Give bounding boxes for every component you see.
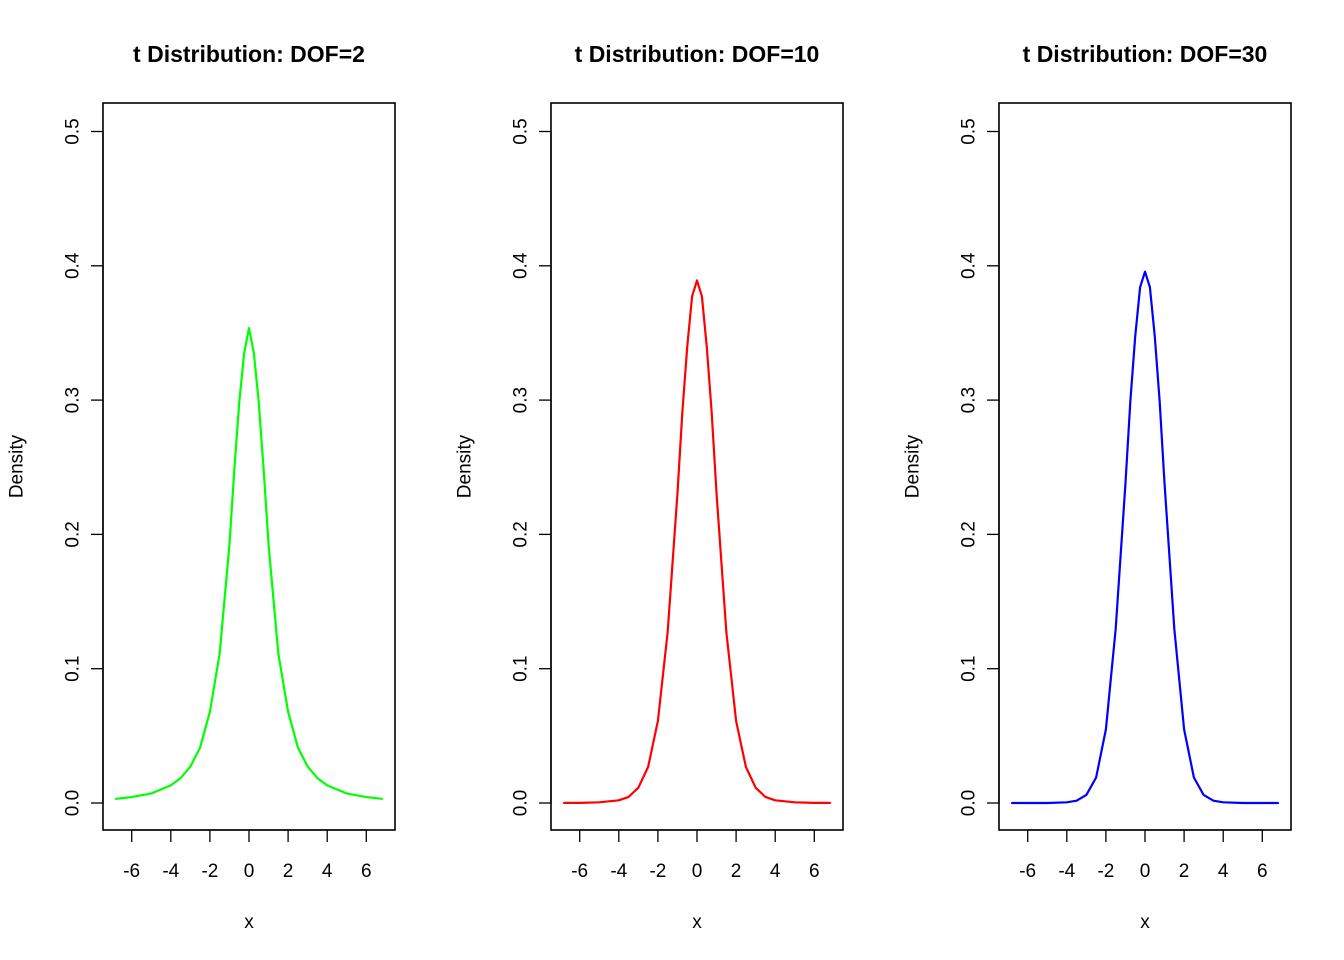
chart-title: t Distribution: DOF=10 bbox=[575, 41, 820, 67]
x-tick-label: 0 bbox=[1140, 861, 1151, 882]
chart-panel-3: t Distribution: DOF=30 -6 -4 -2 0 2 4 6 0.0 0.1 0.… bbox=[903, 41, 1292, 933]
x-tick-label: 0 bbox=[244, 861, 255, 882]
y-tick-label: 0.1 bbox=[511, 655, 532, 681]
x-tick-label: -2 bbox=[1097, 861, 1114, 882]
y-tick-label: 0.3 bbox=[959, 387, 980, 413]
x-tick-label: 4 bbox=[322, 861, 333, 882]
y-tick-label: 0.5 bbox=[63, 118, 84, 144]
x-tick-label: -6 bbox=[1019, 861, 1036, 882]
chart-title: t Distribution: DOF=30 bbox=[1023, 41, 1268, 67]
y-tick-label: 0.4 bbox=[511, 252, 532, 279]
y-tick-label: 0.4 bbox=[959, 252, 980, 279]
y-tick-label: 0.3 bbox=[511, 387, 532, 413]
y-axis-label: Density bbox=[455, 434, 476, 498]
density-curve bbox=[114, 327, 384, 800]
plot-frame bbox=[550, 102, 844, 831]
x-tick-label: 0 bbox=[692, 861, 703, 882]
chart-title: t Distribution: DOF=2 bbox=[133, 41, 365, 67]
x-tick-label: 4 bbox=[1218, 861, 1229, 882]
x-tick-label: 2 bbox=[283, 861, 294, 882]
y-tick-label: 0.5 bbox=[511, 118, 532, 144]
y-tick-label: 0.0 bbox=[511, 790, 532, 816]
y-tick-label: 0.3 bbox=[63, 387, 84, 413]
x-tick-label: 2 bbox=[731, 861, 742, 882]
x-tick-label: -4 bbox=[162, 861, 179, 882]
chart-panel-1: t Distribution: DOF=2 -6 -4 -2 0 2 4 6 0.0 0.1 0.2… bbox=[7, 41, 396, 933]
x-tick-label: -4 bbox=[610, 861, 627, 882]
y-tick-label: 0.1 bbox=[63, 655, 84, 681]
x-tick-label: 6 bbox=[809, 861, 820, 882]
x-axis-label: x bbox=[1140, 912, 1150, 933]
density-curve bbox=[1010, 270, 1280, 805]
y-tick-label: 0.0 bbox=[959, 790, 980, 816]
chart-panel-2: t Distribution: DOF=10 -6 -4 -2 0 2 4 6 0.0 0.1 0.… bbox=[455, 41, 844, 933]
x-tick-label: -2 bbox=[201, 861, 218, 882]
y-tick-label: 0.2 bbox=[511, 521, 532, 547]
x-tick-label: 2 bbox=[1179, 861, 1190, 882]
x-axis-label: x bbox=[692, 912, 702, 933]
plot-frame bbox=[102, 102, 396, 831]
y-tick-label: 0.0 bbox=[63, 790, 84, 816]
y-tick-label: 0.5 bbox=[959, 118, 980, 144]
x-tick-label: 4 bbox=[770, 861, 781, 882]
y-tick-label: 0.2 bbox=[959, 521, 980, 547]
x-tick-label: 6 bbox=[1257, 861, 1268, 882]
density-curve bbox=[562, 279, 832, 804]
plot-frame bbox=[998, 102, 1292, 831]
x-tick-label: -6 bbox=[123, 861, 140, 882]
x-axis-label: x bbox=[244, 912, 254, 933]
y-tick-label: 0.4 bbox=[63, 252, 84, 279]
y-tick-label: 0.2 bbox=[63, 521, 84, 547]
y-tick-label: 0.1 bbox=[959, 655, 980, 681]
y-axis-label: Density bbox=[903, 434, 924, 498]
x-tick-label: 6 bbox=[361, 861, 372, 882]
x-tick-label: -6 bbox=[571, 861, 588, 882]
x-tick-label: -4 bbox=[1058, 861, 1075, 882]
y-axis-label: Density bbox=[7, 434, 28, 498]
x-tick-label: -2 bbox=[649, 861, 666, 882]
